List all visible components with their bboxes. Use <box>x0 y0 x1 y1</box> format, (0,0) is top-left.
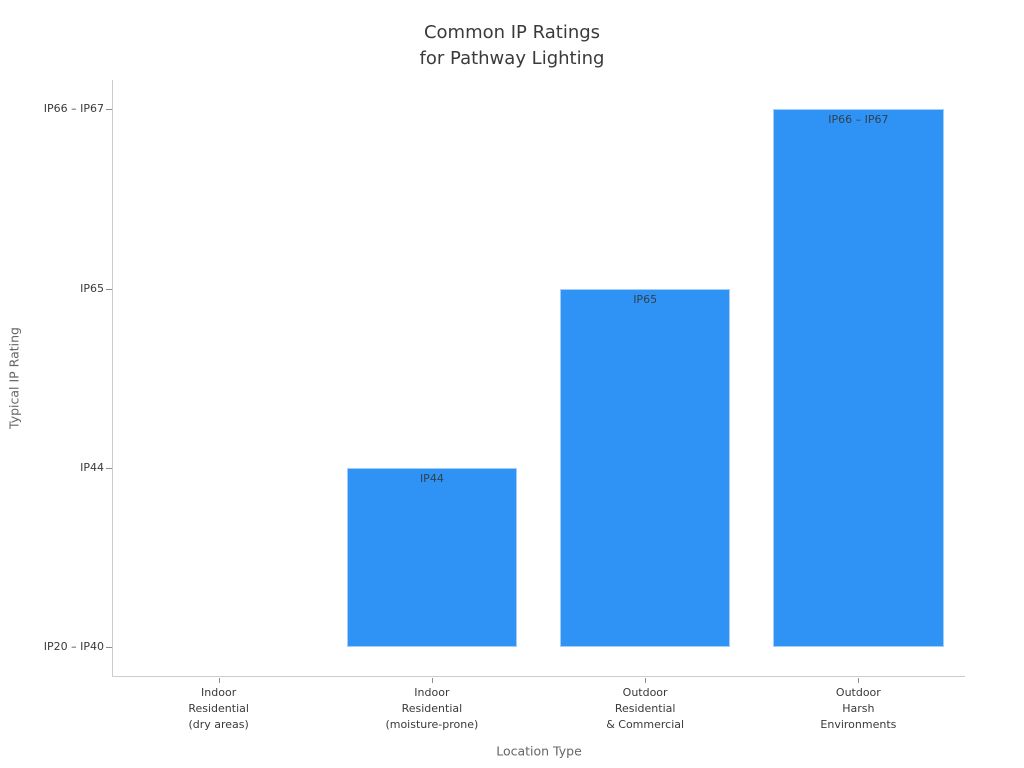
x-tick <box>431 678 433 683</box>
bar-value-label: IP65 <box>633 292 658 306</box>
y-tick <box>106 288 112 290</box>
y-tick <box>106 109 112 111</box>
y-tick <box>106 647 112 649</box>
y-tick-label: IP44 <box>80 460 104 474</box>
y-tick-label: IP20 – IP40 <box>43 640 104 654</box>
bar-value-label: IP66 – IP67 <box>828 113 889 127</box>
x-tick-label: Outdoor Residential & Commercial <box>606 686 685 731</box>
x-tick-label: Indoor Residential (moisture-prone) <box>385 686 479 731</box>
x-tick-label: Outdoor Harsh Environments <box>820 686 897 731</box>
bar-value-label: IP44 <box>419 471 444 485</box>
x-tick <box>858 678 860 683</box>
chart-title: Common IP Ratings for Pathway Lighting <box>419 22 605 69</box>
plot-area <box>112 80 965 677</box>
bar <box>773 109 944 648</box>
bar <box>559 288 731 648</box>
y-tick-label: IP65 <box>80 281 104 295</box>
x-axis-title: Location Type <box>496 743 582 759</box>
x-tick-label: Indoor Residential (dry areas) <box>188 686 249 731</box>
x-tick <box>645 678 647 683</box>
y-tick <box>106 467 112 469</box>
x-tick <box>218 678 220 683</box>
y-tick-label: IP66 – IP67 <box>43 102 104 116</box>
bar <box>346 467 518 648</box>
y-axis-title: Typical IP Rating <box>6 327 22 429</box>
